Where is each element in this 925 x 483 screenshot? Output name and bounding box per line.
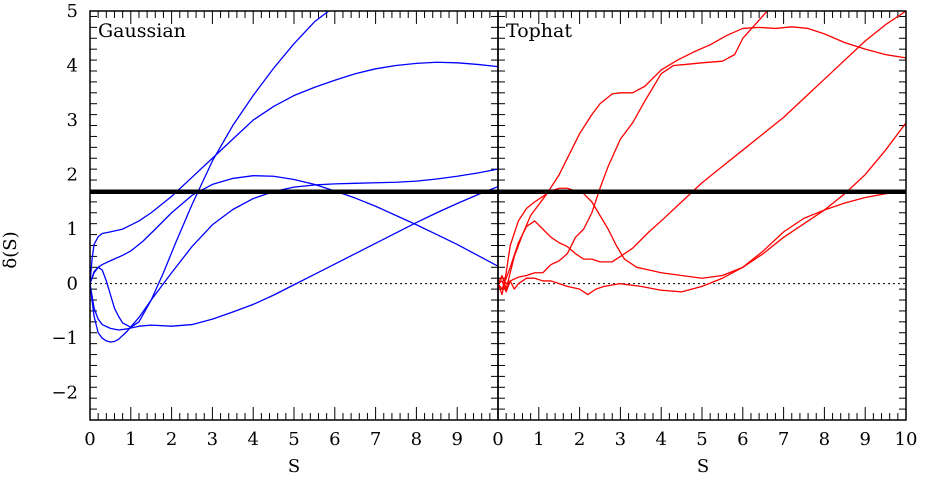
x-tick-label: 3 [207, 429, 218, 450]
x-tick-label: 5 [696, 429, 707, 450]
series-group-tophat [498, 11, 906, 296]
x-tick-label: 8 [819, 429, 830, 450]
y-tick-label: 5 [67, 1, 78, 22]
y-tick-label: 2 [67, 165, 78, 186]
x-axis-label-tophat: S [697, 456, 709, 477]
x-tick-label: 2 [166, 429, 177, 450]
x-tick-label: 2 [574, 429, 585, 450]
x-tick-label: 4 [247, 429, 258, 450]
series-line-4 [90, 168, 498, 343]
series-line-5 [90, 185, 498, 331]
x-axis-label-gaussian: S [288, 456, 300, 477]
series-line-1 [498, 26, 906, 290]
series-group-gaussian [90, 11, 498, 343]
series-line-2 [90, 175, 498, 284]
panels-group: 0 1 2 3 4 5 6 7 8 9 −2 −1 0 1 2 3 4 5 Gaussian 0 1 2 3 4 5 6 7 8 9 10… [51, 1, 917, 450]
x-tick-label: 8 [411, 429, 422, 450]
x-tick-label: 10 [895, 429, 918, 450]
panel-title: Gaussian [98, 20, 186, 42]
x-tick-label: 7 [370, 429, 381, 450]
x-tick-label: 0 [492, 429, 503, 450]
x-tick-label: 0 [84, 429, 95, 450]
plot-frame [497, 10, 907, 421]
panel-title: Tophat [506, 20, 572, 42]
x-tick-label: 4 [655, 429, 666, 450]
panel-tophat: 0 1 2 3 4 5 6 7 8 9 10 Tophat [492, 10, 918, 450]
y-tick-label: 0 [67, 274, 78, 295]
series-line-3 [90, 11, 330, 328]
x-tick-label: 5 [288, 429, 299, 450]
y-tick-label: 3 [67, 110, 78, 131]
panel-gaussian: 0 1 2 3 4 5 6 7 8 9 −2 −1 0 1 2 3 4 5 Gaussian [51, 1, 499, 450]
y-tick-label: 4 [67, 56, 78, 77]
x-tick-label: 1 [125, 429, 136, 450]
series-line-2 [498, 11, 906, 290]
x-tick-label: 9 [859, 429, 870, 450]
y-tick-label: −2 [51, 383, 78, 404]
y-axis-label: δ(S) [0, 231, 21, 268]
series-line-5 [498, 190, 906, 296]
series-line-4 [498, 122, 906, 296]
x-tick-label: 1 [533, 429, 544, 450]
x-tick-label: 9 [451, 429, 462, 450]
plot-frame [89, 10, 499, 421]
x-tick-label: 6 [737, 429, 748, 450]
x-tick-label: 3 [615, 429, 626, 450]
series-line-3 [498, 11, 768, 293]
series-line-1 [90, 61, 498, 284]
x-tick-label: 6 [329, 429, 340, 450]
x-tick-label: 7 [778, 429, 789, 450]
y-tick-label: 1 [67, 219, 78, 240]
y-tick-label: −1 [51, 328, 78, 349]
